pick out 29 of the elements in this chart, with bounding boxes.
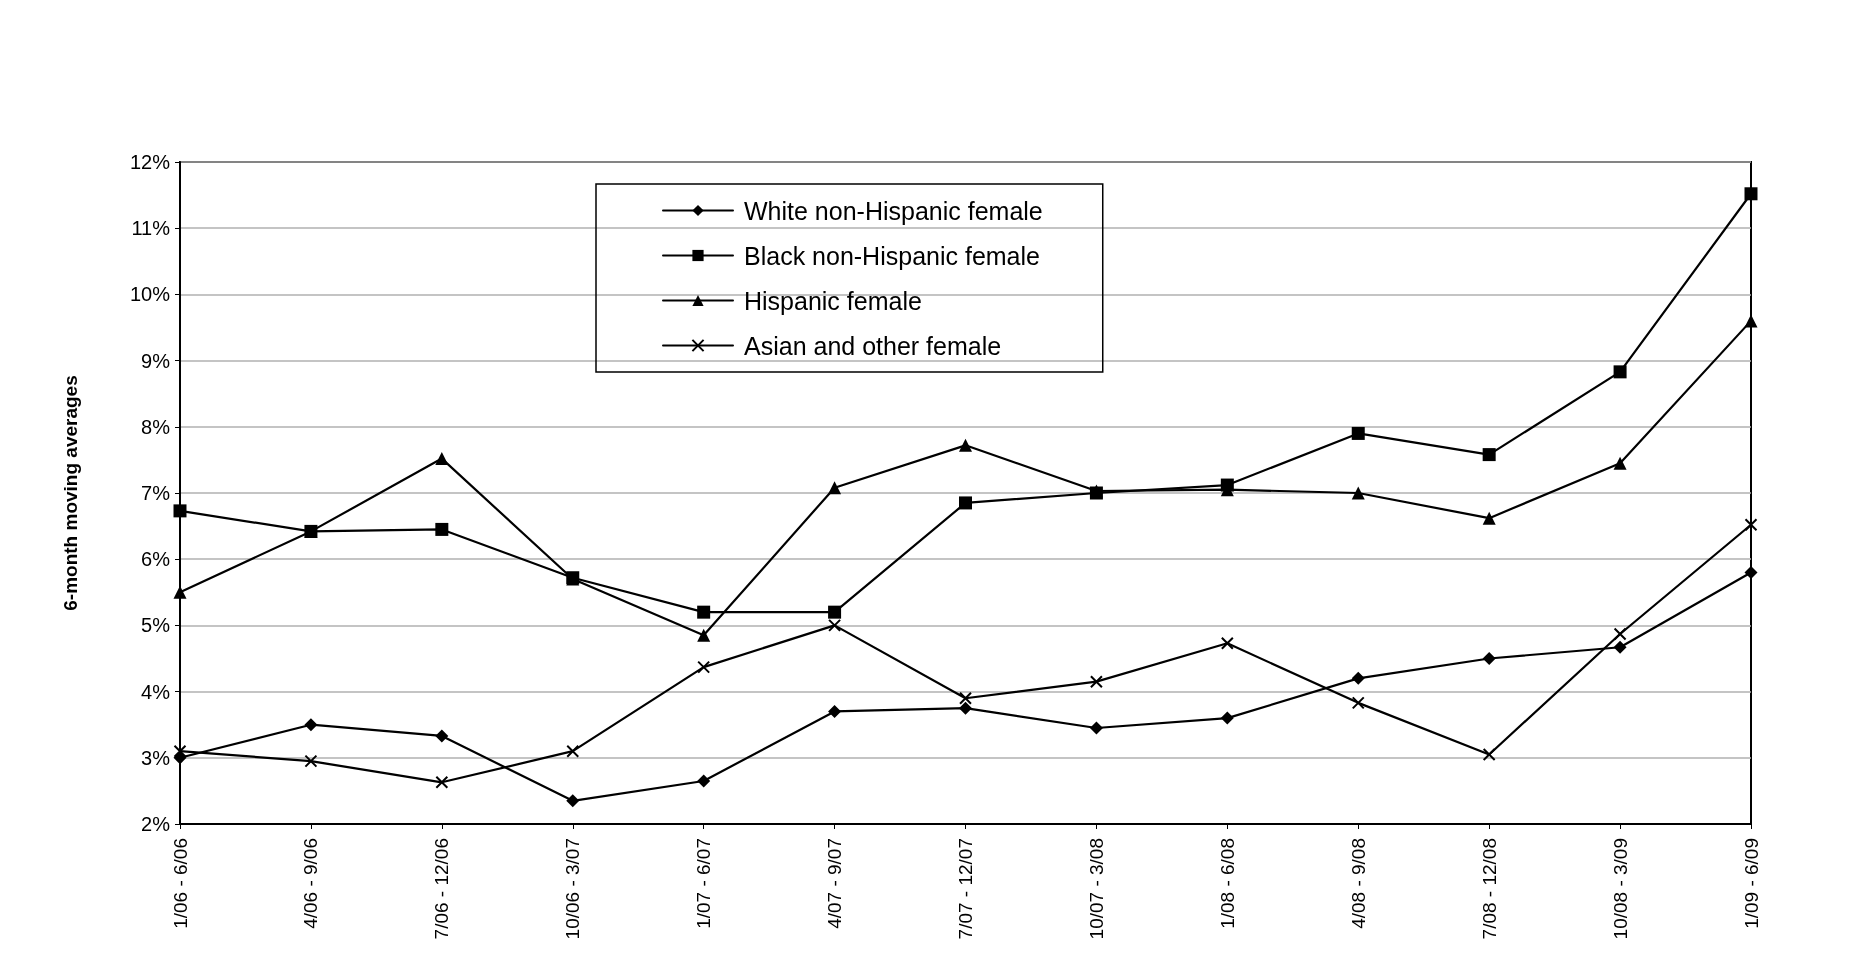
y-tick-label: 11%	[131, 217, 171, 240]
x-tick-label: 10/06 - 3/07	[562, 838, 584, 940]
y-tick-label: 3%	[141, 746, 171, 769]
x-tick-label: 10/07 - 3/08	[1085, 838, 1107, 940]
y-tick-label: 8%	[141, 415, 171, 438]
y-tick-label: 2%	[141, 813, 171, 835]
x-tick-label: 7/08 - 12/08	[1478, 838, 1500, 940]
legend-label: Asian and other female	[744, 331, 1002, 360]
legend-label: Hispanic female	[744, 286, 922, 315]
y-tick-label: 4%	[141, 680, 171, 703]
x-tick-label: 1/08 - 6/08	[1216, 838, 1238, 929]
y-tick-label: 12%	[129, 151, 171, 173]
x-tick-label: 10/08 - 3/09	[1609, 838, 1631, 940]
y-tick-label: 10%	[129, 283, 171, 306]
x-tick-label: 1/09 - 6/09	[1740, 838, 1762, 929]
x-tick-label: 7/06 - 12/06	[431, 838, 453, 940]
legend-label: White non-Hispanic female	[744, 196, 1043, 225]
y-tick-label: 6%	[141, 548, 171, 571]
x-tick-label: 7/07 - 12/07	[955, 838, 976, 940]
x-tick-label: 4/06 - 9/06	[300, 838, 322, 929]
legend-label: Black non-Hispanic female	[744, 241, 1040, 270]
y-tick-label: 5%	[141, 614, 171, 637]
x-tick-label: 4/07 - 9/07	[824, 838, 846, 929]
x-tick-label: 4/08 - 9/08	[1347, 838, 1369, 929]
x-tick-label: 1/07 - 6/07	[693, 838, 715, 929]
y-tick-label: 7%	[141, 482, 171, 504]
x-tick-label: 1/06 - 6/06	[169, 838, 191, 929]
y-tick-label: 9%	[141, 349, 171, 372]
y-axis-title: 6-month moving averages	[60, 375, 81, 611]
